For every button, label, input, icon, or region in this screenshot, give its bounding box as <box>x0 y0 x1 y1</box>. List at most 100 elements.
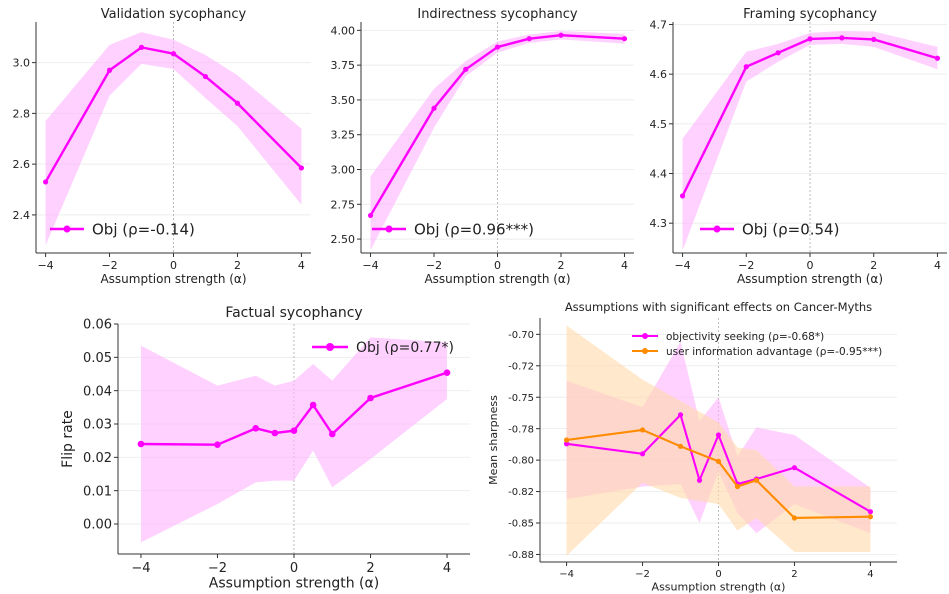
y-tick-label: 3.00 <box>331 163 356 176</box>
y-tick-label: -0.88 <box>508 550 534 561</box>
cancer-myths-panel: −4 −2 0 2 4 -0.88 -0.85 -0.82 -0.80 -0.78 -0.75 -0.… <box>487 300 897 594</box>
x-axis-label: Assumption strength (α) <box>737 272 883 286</box>
x-tick-label: 2 <box>557 259 564 272</box>
data-point <box>138 44 145 50</box>
y-tick-label: 4.4 <box>650 167 668 180</box>
data-point <box>677 443 684 449</box>
x-tick-label: 4 <box>867 569 873 580</box>
data-point <box>234 100 241 106</box>
data-point <box>871 36 877 42</box>
data-point <box>791 515 798 521</box>
x-axis-label: Assumption strength (α) <box>100 272 246 286</box>
chart-title: Assumptions with significant effects on … <box>565 300 872 314</box>
data-point <box>775 50 781 56</box>
data-point <box>839 35 845 41</box>
data-point <box>290 427 298 434</box>
data-point <box>563 441 570 447</box>
y-tick-label: 3.25 <box>331 129 356 142</box>
data-point <box>252 425 260 432</box>
data-point <box>214 441 221 448</box>
x-tick-label: −2 <box>635 569 650 580</box>
x-tick-label: 2 <box>366 561 374 576</box>
y-axis-label: Flip rate <box>60 410 76 468</box>
data-point <box>309 401 317 409</box>
data-point <box>137 440 145 448</box>
x-tick-label: −4 <box>362 259 378 272</box>
legend-marker <box>642 348 648 354</box>
series-line <box>566 428 871 520</box>
y-tick-label: 3.0 <box>13 57 31 70</box>
chart-title: Validation sycophancy <box>101 7 247 22</box>
y-tick-label: 0.03 <box>83 418 112 433</box>
y-tick-label: 2.6 <box>13 158 31 171</box>
confidence-band <box>566 325 871 556</box>
data-point <box>106 67 113 73</box>
data-point <box>170 51 177 57</box>
data-point <box>867 509 874 515</box>
data-point <box>494 44 501 50</box>
data-point <box>791 465 798 471</box>
y-tick-label: 0.01 <box>83 484 112 499</box>
legend-label: Obj (ρ=0.54) <box>742 220 839 238</box>
data-point <box>807 36 813 42</box>
x-tick-label: 4 <box>934 259 941 272</box>
y-tick-label: 3.50 <box>331 94 356 107</box>
legend-label: objectivity seeking (ρ=-0.68*) <box>666 331 824 343</box>
legend-marker <box>63 225 71 233</box>
x-tick-label: 0 <box>170 259 177 272</box>
framing-sycophancy-panel: −4 −2 0 2 4 4.3 4.4 4.5 4.6 4.7 Framing sycophancy… <box>650 7 947 286</box>
data-point <box>463 66 469 72</box>
x-tick-label: 0 <box>290 561 298 576</box>
data-point <box>639 451 646 457</box>
data-point <box>42 179 49 185</box>
x-tick-label: −4 <box>674 259 690 272</box>
chart-title: Framing sycophancy <box>743 7 877 22</box>
legend-marker <box>713 225 721 233</box>
data-point <box>621 36 628 42</box>
data-point <box>677 412 684 418</box>
legend-marker <box>326 343 334 351</box>
data-point <box>431 105 437 111</box>
data-point <box>526 36 532 42</box>
x-tick-label: 0 <box>494 259 501 272</box>
data-point <box>328 430 336 438</box>
y-tick-label: 4.3 <box>650 217 668 230</box>
data-point <box>734 483 741 490</box>
x-tick-label: 4 <box>298 259 305 272</box>
x-tick-label: 2 <box>791 569 797 580</box>
factual-sycophancy-panel: −4 −2 0 2 4 0.00 0.01 0.02 0.03 0.04 0.05 0.06 Factu… <box>60 305 470 591</box>
y-tick-label: 0.04 <box>83 384 112 399</box>
data-point <box>271 429 279 437</box>
y-tick-label: 0.05 <box>83 351 112 366</box>
data-point <box>743 64 749 70</box>
x-tick-label: 2 <box>870 259 877 272</box>
y-tick-label: 0.06 <box>83 318 112 333</box>
confidence-band <box>140 337 448 543</box>
series-line <box>681 36 938 197</box>
validation-sycophancy-panel: −4 −2 0 2 4 2.4 2.6 2.8 3.0 Validation sycophancy… <box>13 7 311 286</box>
data-point <box>639 427 646 433</box>
legend-label: Obj (ρ=0.77*) <box>356 340 454 356</box>
x-tick-label: 0 <box>715 569 721 580</box>
y-tick-label: -0.75 <box>508 393 534 404</box>
data-point <box>298 165 305 171</box>
confidence-band <box>682 30 938 251</box>
x-axis-label: Assumption strength (α) <box>209 575 379 591</box>
y-tick-label: 2.8 <box>13 107 31 120</box>
data-point <box>696 477 703 483</box>
x-tick-label: −2 <box>426 259 442 272</box>
y-axis-label: Mean sharpness <box>487 395 500 485</box>
x-tick-label: −4 <box>131 561 150 576</box>
legend-label: Obj (ρ=-0.14) <box>92 220 195 238</box>
data-point <box>934 55 941 61</box>
y-tick-label: -0.72 <box>508 361 534 372</box>
x-tick-label: 2 <box>234 259 241 272</box>
indirectness-sycophancy-panel: −4 −2 0 2 4 2.50 2.75 3.00 3.25 3.50 3.75 4.00 Indir… <box>331 7 634 286</box>
y-tick-label: 4.5 <box>650 118 668 131</box>
data-point <box>563 437 570 443</box>
y-tick-label: 4.00 <box>331 24 356 37</box>
legend-marker <box>642 333 648 339</box>
data-point <box>753 477 760 483</box>
y-tick-label: 4.6 <box>650 68 668 81</box>
